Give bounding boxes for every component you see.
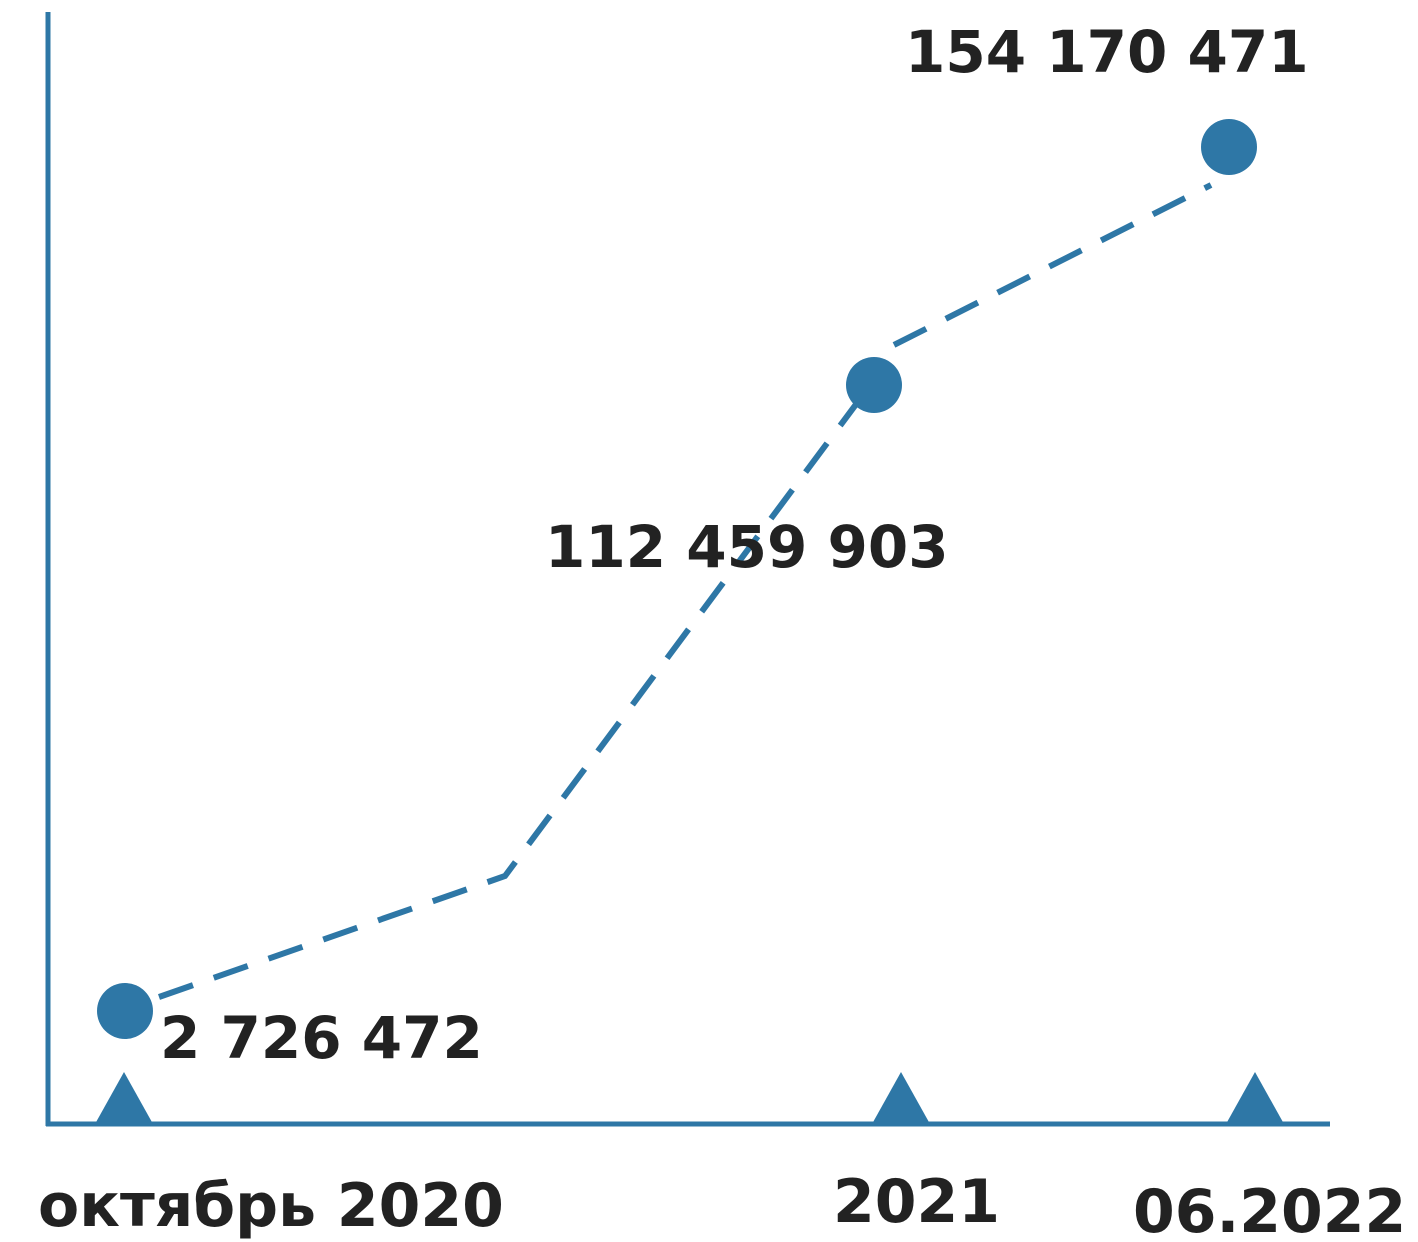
data-point [1201, 119, 1257, 175]
x-tick-marker [872, 1072, 930, 1124]
data-point [846, 356, 902, 413]
data-label: 2 726 472 [160, 1004, 483, 1072]
data-label: 154 170 471 [905, 18, 1309, 86]
series-line [158, 182, 1213, 1000]
x-tick-label: октябрь 2020 [38, 1171, 504, 1241]
data-label: 112 459 903 [545, 513, 949, 581]
x-tick-label: 06.2022 [1133, 1177, 1406, 1242]
data-point [97, 983, 153, 1039]
x-tick-label: 2021 [833, 1167, 1000, 1237]
x-tick-marker [1226, 1072, 1284, 1124]
x-tick-marker [95, 1072, 153, 1124]
